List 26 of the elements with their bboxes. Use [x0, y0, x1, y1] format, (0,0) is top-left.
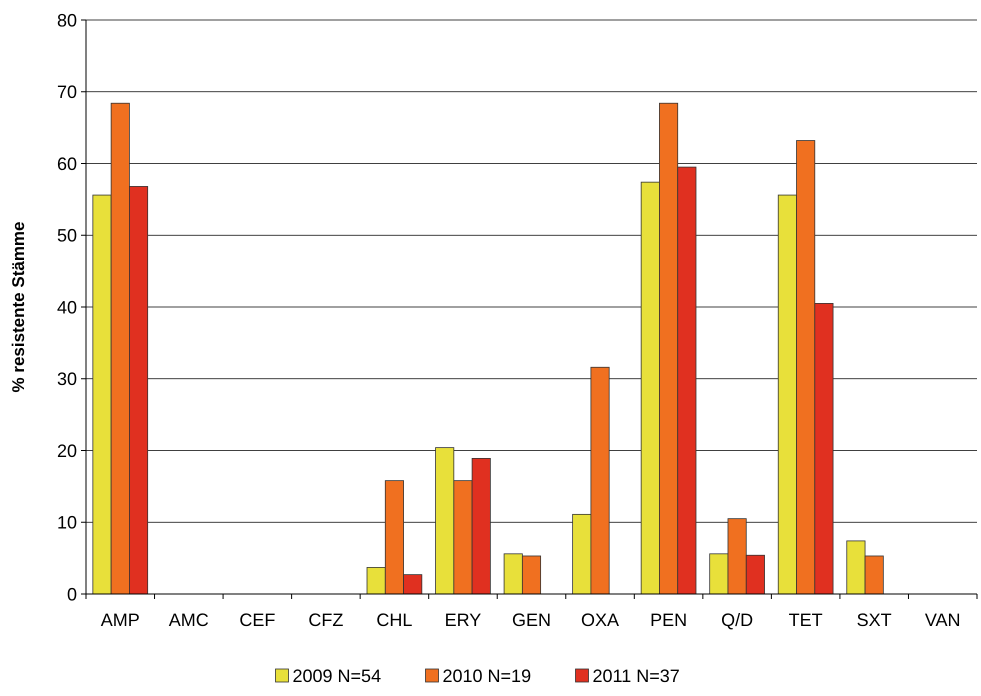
x-tick-label: AMP — [100, 610, 140, 630]
x-tick-label: TET — [788, 610, 823, 630]
legend-label: 2011 N=37 — [592, 666, 680, 686]
y-axis-title: % resistente Stämme — [9, 221, 28, 393]
y-tick-label: 0 — [66, 584, 77, 604]
y-tick-label: 40 — [56, 297, 77, 318]
x-tick-label: VAN — [924, 610, 961, 630]
x-tick-label: CHL — [376, 610, 412, 630]
y-tick-label: 50 — [56, 226, 77, 246]
x-tick-label: OXA — [581, 610, 620, 630]
x-tick-label: AMC — [168, 610, 209, 630]
y-tick-label: 30 — [56, 369, 77, 390]
y-tick-label: 60 — [56, 154, 77, 174]
y-tick-label: 20 — [56, 440, 77, 461]
legend-label: 2010 N=19 — [442, 666, 532, 686]
legend-label: 2009 N=54 — [292, 666, 382, 686]
x-tick-label: GEN — [512, 610, 552, 630]
x-tick-label: ERY — [444, 610, 482, 630]
y-tick-label: 70 — [56, 82, 77, 102]
x-tick-label: Q/D — [721, 610, 754, 630]
x-tick-label: CEF — [239, 610, 276, 630]
x-tick-label: PEN — [650, 610, 688, 630]
y-tick-label: 80 — [56, 10, 77, 30]
x-tick-label: CFZ — [308, 610, 344, 630]
y-tick-label: 10 — [56, 512, 77, 533]
x-tick-label: SXT — [856, 610, 892, 630]
